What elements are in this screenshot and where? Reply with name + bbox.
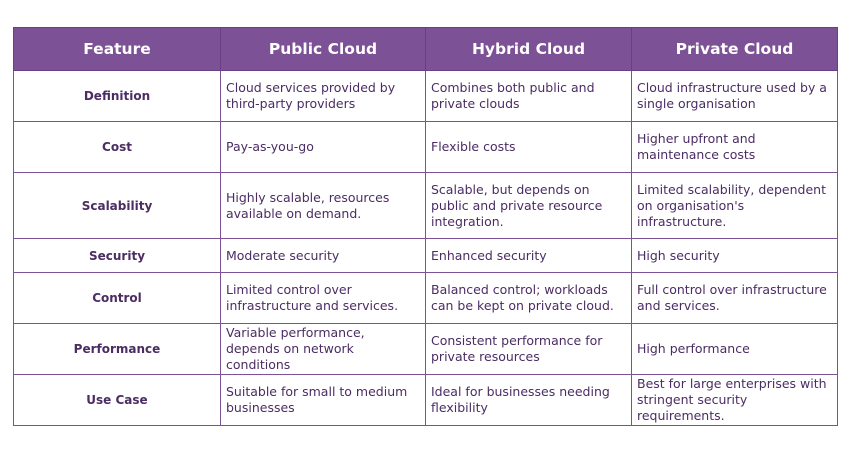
hybrid-cloud-cell: Enhanced security: [425, 238, 632, 273]
hybrid-cloud-cell: Ideal for businesses needing flexibility: [425, 374, 632, 426]
table-header-row: Feature Public Cloud Hybrid Cloud Privat…: [13, 27, 838, 71]
feature-cell: Control: [13, 272, 221, 324]
public-cloud-cell: Moderate security: [220, 238, 426, 273]
private-cloud-cell: High security: [631, 238, 838, 273]
header-private-cloud: Private Cloud: [631, 27, 838, 71]
feature-cell: Definition: [13, 70, 221, 122]
public-cloud-cell: Variable performance, depends on network…: [220, 323, 426, 375]
hybrid-cloud-cell: Combines both public and private clouds: [425, 70, 632, 122]
hybrid-cloud-cell: Balanced control; workloads can be kept …: [425, 272, 632, 324]
public-cloud-cell: Suitable for small to medium businesses: [220, 374, 426, 426]
header-feature: Feature: [13, 27, 221, 71]
hybrid-cloud-cell: Scalable, but depends on public and priv…: [425, 172, 632, 239]
feature-cell: Scalability: [13, 172, 221, 239]
public-cloud-cell: Cloud services provided by third-party p…: [220, 70, 426, 122]
hybrid-cloud-cell: Consistent performance for private resou…: [425, 323, 632, 375]
table-row: Cost Pay-as-you-go Flexible costs Higher…: [13, 121, 838, 173]
feature-cell: Security: [13, 238, 221, 273]
table-row: Performance Variable performance, depend…: [13, 323, 838, 375]
private-cloud-cell: High performance: [631, 323, 838, 375]
cloud-comparison-table: Feature Public Cloud Hybrid Cloud Privat…: [13, 27, 838, 426]
table-row: Definition Cloud services provided by th…: [13, 70, 838, 122]
private-cloud-cell: Full control over infrastructure and ser…: [631, 272, 838, 324]
public-cloud-cell: Limited control over infrastructure and …: [220, 272, 426, 324]
table-row: Control Limited control over infrastruct…: [13, 272, 838, 324]
public-cloud-cell: Highly scalable, resources available on …: [220, 172, 426, 239]
feature-cell: Use Case: [13, 374, 221, 426]
private-cloud-cell: Best for large enterprises with stringen…: [631, 374, 838, 426]
feature-cell: Performance: [13, 323, 221, 375]
private-cloud-cell: Limited scalability, dependent on organi…: [631, 172, 838, 239]
table-row: Security Moderate security Enhanced secu…: [13, 238, 838, 273]
private-cloud-cell: Higher upfront and maintenance costs: [631, 121, 838, 173]
header-public-cloud: Public Cloud: [220, 27, 426, 71]
hybrid-cloud-cell: Flexible costs: [425, 121, 632, 173]
table-row: Use Case Suitable for small to medium bu…: [13, 374, 838, 426]
public-cloud-cell: Pay-as-you-go: [220, 121, 426, 173]
table-row: Scalability Highly scalable, resources a…: [13, 172, 838, 239]
private-cloud-cell: Cloud infrastructure used by a single or…: [631, 70, 838, 122]
header-hybrid-cloud: Hybrid Cloud: [425, 27, 632, 71]
feature-cell: Cost: [13, 121, 221, 173]
